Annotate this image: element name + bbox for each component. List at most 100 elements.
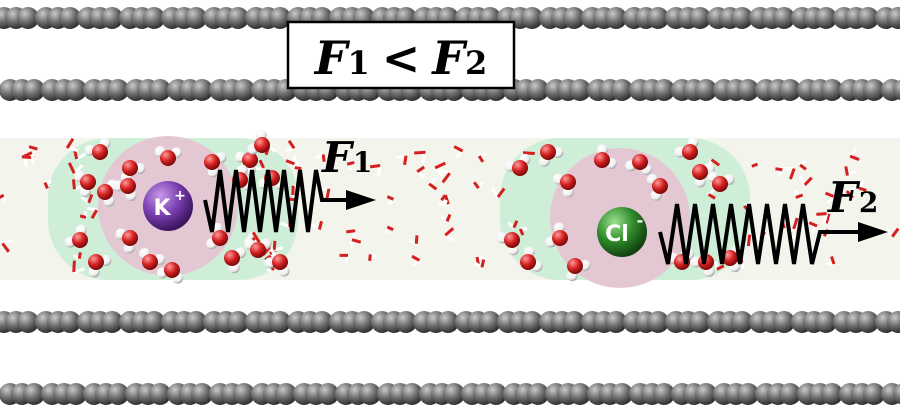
carbon-atom (143, 311, 165, 333)
water-molecule (224, 247, 247, 274)
water-stick (1, 238, 13, 253)
water-molecule (112, 178, 137, 201)
water-stick (845, 186, 856, 199)
water-stick (65, 137, 79, 153)
water-stick-o (824, 191, 835, 198)
spring-1-coil (203, 169, 350, 233)
water-molecule (566, 258, 591, 282)
water-molecule (206, 222, 228, 250)
water-stick (350, 238, 362, 249)
oxygen-atom (567, 258, 583, 274)
carbon-atom (563, 311, 585, 333)
carbon-atom (815, 311, 837, 333)
water-stick-o (90, 209, 98, 219)
chloride-ion-sphere (597, 207, 647, 257)
carbon-atom (647, 311, 669, 333)
carbon-atom (185, 7, 207, 29)
force-1-symbol: F (321, 133, 355, 182)
water-molecule (545, 222, 568, 248)
carbon-atom (689, 7, 711, 29)
water-stick-o (830, 256, 836, 265)
water-stick (798, 175, 813, 186)
water-stick (857, 180, 867, 192)
water-stick (775, 167, 784, 177)
water-stick (444, 227, 456, 242)
water-stick (799, 159, 808, 171)
carbon-atom (887, 311, 900, 333)
water-stick-o (816, 212, 827, 216)
carbon-atom (359, 383, 381, 405)
water-stick-h (798, 175, 807, 186)
water-stick-o (795, 193, 804, 199)
water-stick (79, 211, 88, 219)
water-stick-o (445, 213, 452, 222)
water-stick-o (414, 150, 426, 155)
water-molecule (247, 129, 270, 155)
water-stick-h (376, 165, 382, 176)
water-stick (472, 181, 485, 190)
water-molecule (707, 171, 735, 192)
water-molecule (625, 154, 653, 176)
water-stick-h (849, 147, 858, 158)
water-stick-o (710, 158, 721, 167)
title-f1-subscript: 1 (347, 44, 369, 82)
water-stick (783, 166, 796, 180)
carbon-atom (191, 79, 213, 101)
carbon-atom (65, 79, 87, 101)
water-stick-o (71, 179, 76, 190)
carbon-atom (569, 383, 591, 405)
carbon-atom (863, 383, 885, 405)
water-stick-o (512, 220, 519, 229)
carbon-atom (527, 383, 549, 405)
water-stick-o (453, 145, 464, 153)
carbon-atom (773, 311, 795, 333)
carbon-atom (311, 311, 333, 333)
water-stick-o (751, 162, 759, 168)
carbon-atom (443, 383, 465, 405)
oxygen-atom (88, 254, 104, 270)
carbon-atom (269, 7, 291, 29)
force-arrow-2-head (858, 222, 888, 242)
water-stick (440, 194, 448, 204)
carbon-atom (863, 79, 885, 101)
water-stick-o (321, 154, 326, 162)
carbon-atom (605, 311, 627, 333)
water-stick-h (75, 152, 87, 161)
water-stick-o (891, 227, 900, 238)
water-stick-o (21, 151, 33, 159)
water-stick-h (885, 227, 894, 238)
water-stick-o (716, 264, 725, 271)
water-stick (438, 168, 451, 184)
oxygen-atom (632, 154, 648, 170)
carbon-atom (191, 383, 213, 405)
graphene-sheet-4 (0, 383, 900, 405)
oxygen-atom (164, 262, 180, 278)
force-2-label: F2 (827, 173, 878, 222)
water-stick-h (490, 187, 500, 198)
water-stick-o (522, 151, 535, 156)
oxygen-atom (722, 250, 738, 266)
water-stick-o (472, 181, 480, 190)
water-stick-o (845, 190, 854, 199)
carbon-atom (857, 7, 879, 29)
graphene-sheets (0, 7, 900, 405)
oxygen-atom (594, 152, 610, 168)
carbon-atom (275, 383, 297, 405)
chloride-ion-charge: - (637, 211, 644, 230)
carbon-atom (521, 7, 543, 29)
title-f2-symbol: F (430, 31, 468, 85)
water-molecule (264, 254, 290, 277)
carbon-atom (23, 383, 45, 405)
carbon-atom (527, 79, 549, 101)
carbon-atom (689, 311, 711, 333)
oxygen-atom (250, 242, 266, 258)
water-stick (751, 158, 759, 168)
water-molecule (156, 262, 184, 284)
water-stick (272, 240, 284, 252)
graphene-sheet-2 (0, 79, 900, 101)
water-stick (794, 190, 804, 199)
water-stick (368, 253, 377, 261)
oxygen-atom (92, 144, 108, 160)
water-stick-o (746, 234, 752, 247)
water-stick (21, 151, 35, 164)
